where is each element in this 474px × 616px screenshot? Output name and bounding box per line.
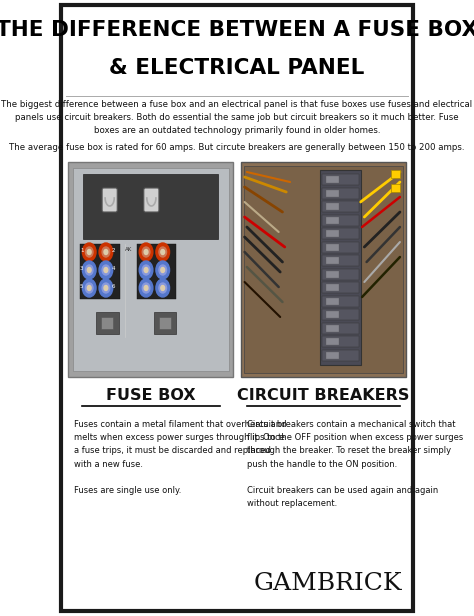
Bar	[322, 296, 359, 307]
Bar	[83, 174, 218, 239]
Circle shape	[156, 279, 170, 297]
Circle shape	[104, 249, 108, 254]
Circle shape	[102, 283, 109, 293]
Bar	[326, 243, 339, 251]
Text: 3: 3	[80, 265, 83, 270]
Text: 6: 6	[112, 283, 115, 288]
Circle shape	[159, 247, 166, 257]
Bar	[326, 284, 339, 291]
Bar	[326, 230, 339, 237]
Circle shape	[139, 261, 153, 279]
Bar	[96, 312, 119, 334]
Circle shape	[102, 247, 109, 257]
Text: THE DIFFERENCE BETWEEN A FUSE BOX: THE DIFFERENCE BETWEEN A FUSE BOX	[0, 20, 474, 40]
Text: 2: 2	[112, 248, 115, 253]
Circle shape	[139, 243, 153, 261]
Circle shape	[142, 247, 150, 257]
Bar	[322, 187, 359, 198]
Bar	[326, 176, 339, 183]
Bar	[326, 270, 339, 277]
Bar	[326, 203, 339, 210]
Circle shape	[159, 283, 166, 293]
Circle shape	[99, 261, 113, 279]
Circle shape	[82, 279, 96, 297]
Circle shape	[156, 261, 170, 279]
Text: The biggest difference between a fuse box and an electrical panel is that fuse b: The biggest difference between a fuse bo…	[1, 100, 473, 135]
Circle shape	[142, 283, 150, 293]
Circle shape	[139, 279, 153, 297]
Bar	[322, 336, 359, 347]
Circle shape	[102, 265, 109, 275]
Circle shape	[104, 267, 108, 272]
Bar	[322, 241, 359, 253]
Bar	[241, 162, 406, 377]
Bar	[326, 325, 339, 331]
Bar	[322, 349, 359, 360]
Bar	[391, 170, 400, 178]
Bar	[322, 228, 359, 239]
Bar	[326, 338, 339, 345]
Circle shape	[144, 249, 148, 254]
Circle shape	[99, 243, 113, 261]
Circle shape	[82, 243, 96, 261]
Bar	[154, 312, 176, 334]
Circle shape	[142, 265, 150, 275]
Bar	[322, 255, 359, 266]
Circle shape	[156, 243, 170, 261]
Bar	[326, 216, 339, 224]
Circle shape	[85, 265, 93, 275]
Bar	[322, 323, 359, 333]
Bar	[326, 311, 339, 318]
Bar	[137, 244, 176, 299]
Text: 5: 5	[80, 283, 83, 288]
Bar	[326, 257, 339, 264]
Text: The average fuse box is rated for 60 amps. But circute breakers are generally be: The average fuse box is rated for 60 amp…	[9, 143, 465, 152]
Circle shape	[161, 267, 164, 272]
Bar	[322, 309, 359, 320]
Bar	[159, 317, 171, 329]
Text: Circuit breakers contain a mechanical switch that
flips to the OFF position when: Circuit breakers contain a mechanical sw…	[247, 420, 463, 508]
Text: CIRCUIT BREAKERS: CIRCUIT BREAKERS	[237, 388, 410, 403]
Text: 1: 1	[80, 248, 83, 253]
Circle shape	[87, 267, 91, 272]
Bar	[326, 298, 339, 304]
Circle shape	[87, 285, 91, 291]
Bar	[322, 201, 359, 212]
Circle shape	[161, 249, 164, 254]
Bar	[326, 352, 339, 359]
Circle shape	[161, 285, 164, 291]
Bar	[322, 214, 359, 225]
Bar	[73, 168, 228, 371]
Bar	[322, 269, 359, 280]
Bar	[68, 162, 233, 377]
Bar	[101, 317, 113, 329]
Text: AK: AK	[125, 246, 132, 251]
Circle shape	[159, 265, 166, 275]
Circle shape	[99, 279, 113, 297]
Bar	[326, 190, 339, 197]
Bar	[80, 244, 119, 299]
Bar	[391, 184, 400, 192]
Text: Fuses contain a metal filament that overheats and
melts when excess power surges: Fuses contain a metal filament that over…	[74, 420, 287, 495]
Bar	[244, 166, 403, 373]
Circle shape	[82, 261, 96, 279]
Circle shape	[144, 285, 148, 291]
Circle shape	[87, 249, 91, 254]
Bar	[319, 170, 361, 365]
Bar	[322, 282, 359, 293]
Circle shape	[85, 283, 93, 293]
Text: & ELECTRICAL PANEL: & ELECTRICAL PANEL	[109, 58, 365, 78]
Circle shape	[85, 247, 93, 257]
Text: FUSE BOX: FUSE BOX	[106, 388, 195, 403]
FancyBboxPatch shape	[102, 188, 117, 212]
Circle shape	[104, 285, 108, 291]
FancyBboxPatch shape	[144, 188, 159, 212]
Text: GAMBRICK: GAMBRICK	[254, 572, 402, 595]
Text: 4: 4	[112, 265, 115, 270]
Circle shape	[144, 267, 148, 272]
Bar	[322, 174, 359, 185]
